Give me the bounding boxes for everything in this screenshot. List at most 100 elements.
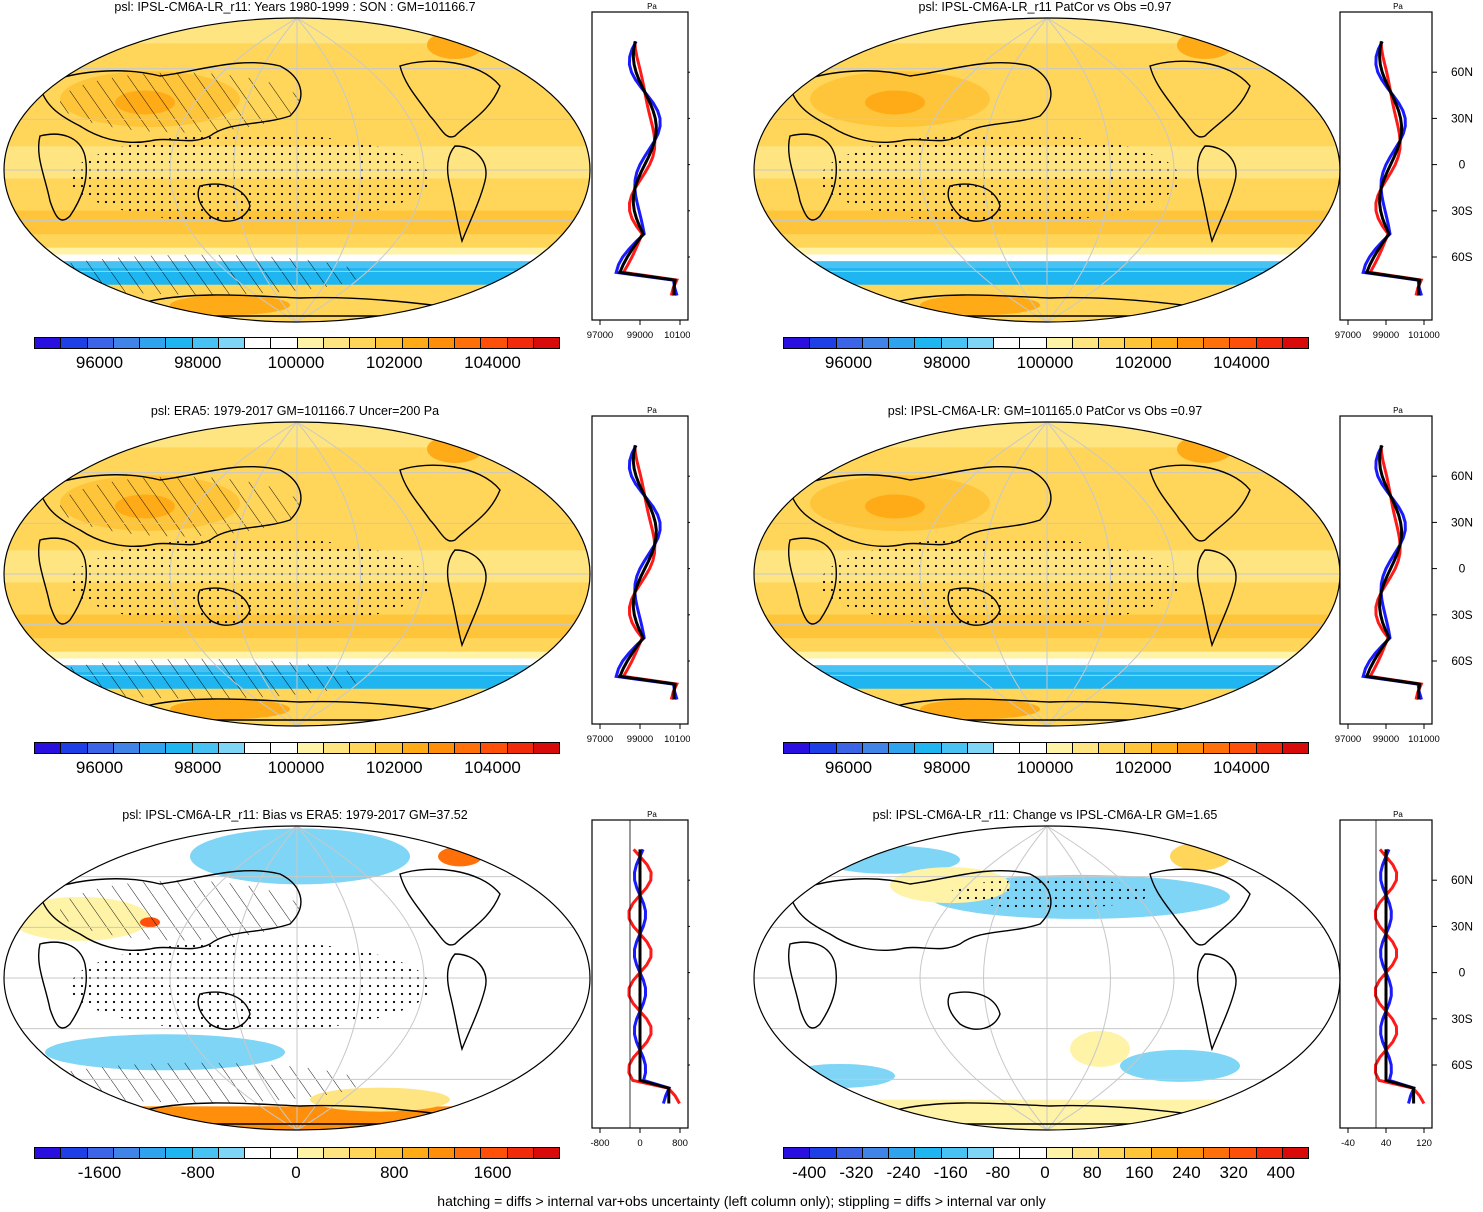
colorbar-swatch [1151, 1148, 1178, 1158]
colorbar-swatch [113, 338, 140, 348]
profile-value-tick-label: 97000 [587, 734, 613, 745]
colorbar-swatch [35, 338, 62, 348]
colorbar-tick-label: 102000 [365, 758, 423, 777]
profile-unit-label: Pa [647, 406, 657, 415]
colorbar-swatch [428, 743, 455, 753]
colorbar-tick-label: 1600 [473, 1163, 512, 1182]
profile-unit-label: Pa [1393, 2, 1403, 11]
colorbar-swatch [481, 338, 508, 348]
colorbar-swatch [350, 743, 377, 753]
colorbar-swatch [1256, 743, 1283, 753]
colorbar-swatch [967, 338, 994, 348]
colorbar-swatch [533, 1148, 559, 1158]
colorbar-tick-label: 0 [1040, 1163, 1050, 1182]
profile-line [617, 41, 677, 296]
profile-lat-tick-label: 0 [1459, 966, 1466, 980]
profile-value-tick-label: 101000 [664, 734, 690, 745]
colorbar-swatch [1125, 743, 1152, 753]
colorbar-tick-label: 102000 [1114, 758, 1172, 777]
colorbar-swatch [113, 743, 140, 753]
profile-value-tick-label: 99000 [1373, 330, 1399, 341]
colorbar-swatch [1230, 743, 1257, 753]
profile-line [627, 848, 681, 1105]
colorbar-swatch [376, 1148, 403, 1158]
colorbar-swatch [889, 1148, 916, 1158]
colorbar-swatch [350, 338, 377, 348]
profile-unit-label: Pa [1393, 810, 1403, 819]
profile-lat-tick-label: 30N [1451, 515, 1473, 529]
colorbar-swatch [836, 743, 863, 753]
colorbar-tick-label: 104000 [1213, 353, 1270, 372]
colorbar-swatch [350, 1148, 377, 1158]
colorbar-swatch [889, 743, 916, 753]
colorbar-swatch [192, 338, 219, 348]
colorbar-swatch [1177, 743, 1204, 753]
profile-line [1367, 445, 1424, 700]
colorbar-swatch [61, 338, 88, 348]
colorbar-swatch [862, 338, 889, 348]
profile-value-tick-label: 97000 [587, 330, 613, 341]
colorbar-swatch [862, 743, 889, 753]
profile-value-tick-label: 101000 [1408, 330, 1440, 341]
colorbar-swatch [889, 338, 916, 348]
profile-value-tick-label: 120 [1416, 1138, 1432, 1149]
zonal-profile: Pa 60N 30N 0 30S 60S 97000 99000 101000 [1335, 2, 1473, 341]
map [753, 825, 1341, 1131]
colorbar [34, 1147, 560, 1159]
profile-value-tick-label: 101000 [664, 330, 690, 341]
colorbar-swatch [1099, 1148, 1126, 1158]
colorbar-tick-label: -400 [792, 1163, 827, 1182]
profile-value-tick-label: -40 [1341, 1138, 1355, 1149]
colorbar-swatch [271, 743, 298, 753]
colorbar-tick-label: 96000 [824, 353, 873, 372]
map [3, 17, 591, 323]
colorbar-tick-label: 96000 [824, 758, 873, 777]
zonal-profile: Pa 60N 30N 0 30S 60S -40 40 120 [1339, 810, 1473, 1149]
profile-line [638, 849, 671, 1104]
panel-title: psl: IPSL-CM6A-LR_r11: Years 1980-1999 :… [114, 0, 476, 14]
colorbar-swatch [915, 1148, 942, 1158]
colorbar-tick-label: 104000 [464, 758, 521, 777]
colorbar-swatch [994, 338, 1021, 348]
colorbar-swatch [61, 743, 88, 753]
colorbar-swatch [192, 1148, 219, 1158]
colorbar-swatch [1256, 1148, 1283, 1158]
colorbar-tick-label: -800 [180, 1163, 215, 1182]
colorbar-tick-label: 98000 [923, 758, 971, 777]
colorbar-swatch [166, 743, 193, 753]
colorbar-swatch [87, 1148, 114, 1158]
colorbar-swatch [915, 338, 942, 348]
colorbar-swatch [507, 338, 534, 348]
colorbar-swatch [245, 1148, 272, 1158]
panel-title: psl: IPSL-CM6A-LR_r11: Bias vs ERA5: 197… [122, 808, 468, 822]
colorbar-tick-label: 98000 [174, 353, 222, 372]
profile-value-tick-label: 101000 [1408, 734, 1440, 745]
colorbar-swatch [507, 743, 534, 753]
profile-value-tick-label: 99000 [627, 734, 653, 745]
colorbar-swatch [35, 743, 62, 753]
colorbar-tick-label: 102000 [1114, 353, 1172, 372]
colorbar-swatch [271, 1148, 298, 1158]
colorbar-swatch [113, 1148, 140, 1158]
panel-title: psl: ERA5: 1979-2017 GM=101166.7 Uncer=2… [150, 404, 440, 418]
colorbar-swatch [1151, 338, 1178, 348]
profile-value-tick-label: 0 [637, 1138, 642, 1149]
colorbar-swatch [61, 1148, 88, 1158]
colorbar [783, 742, 1309, 754]
profile-lat-tick-label: 60S [1451, 654, 1472, 668]
colorbar-swatch [1282, 1148, 1308, 1158]
map [3, 825, 591, 1131]
colorbar-swatch [35, 1148, 62, 1158]
colorbar-swatch [1072, 1148, 1099, 1158]
profile-value-tick-label: 97000 [1335, 734, 1361, 745]
profile-line [617, 445, 677, 700]
colorbar-tick-label: 102000 [365, 353, 423, 372]
profile-lat-tick-label: 30S [1451, 204, 1472, 218]
colorbar-swatch [1151, 743, 1178, 753]
colorbar-swatch [218, 1148, 245, 1158]
colorbar-swatch [1204, 1148, 1231, 1158]
colorbar-tick-label: 100000 [267, 353, 325, 372]
colorbar-tick-label: -160 [933, 1163, 968, 1182]
colorbar-tick-label: 80 [1082, 1163, 1102, 1182]
